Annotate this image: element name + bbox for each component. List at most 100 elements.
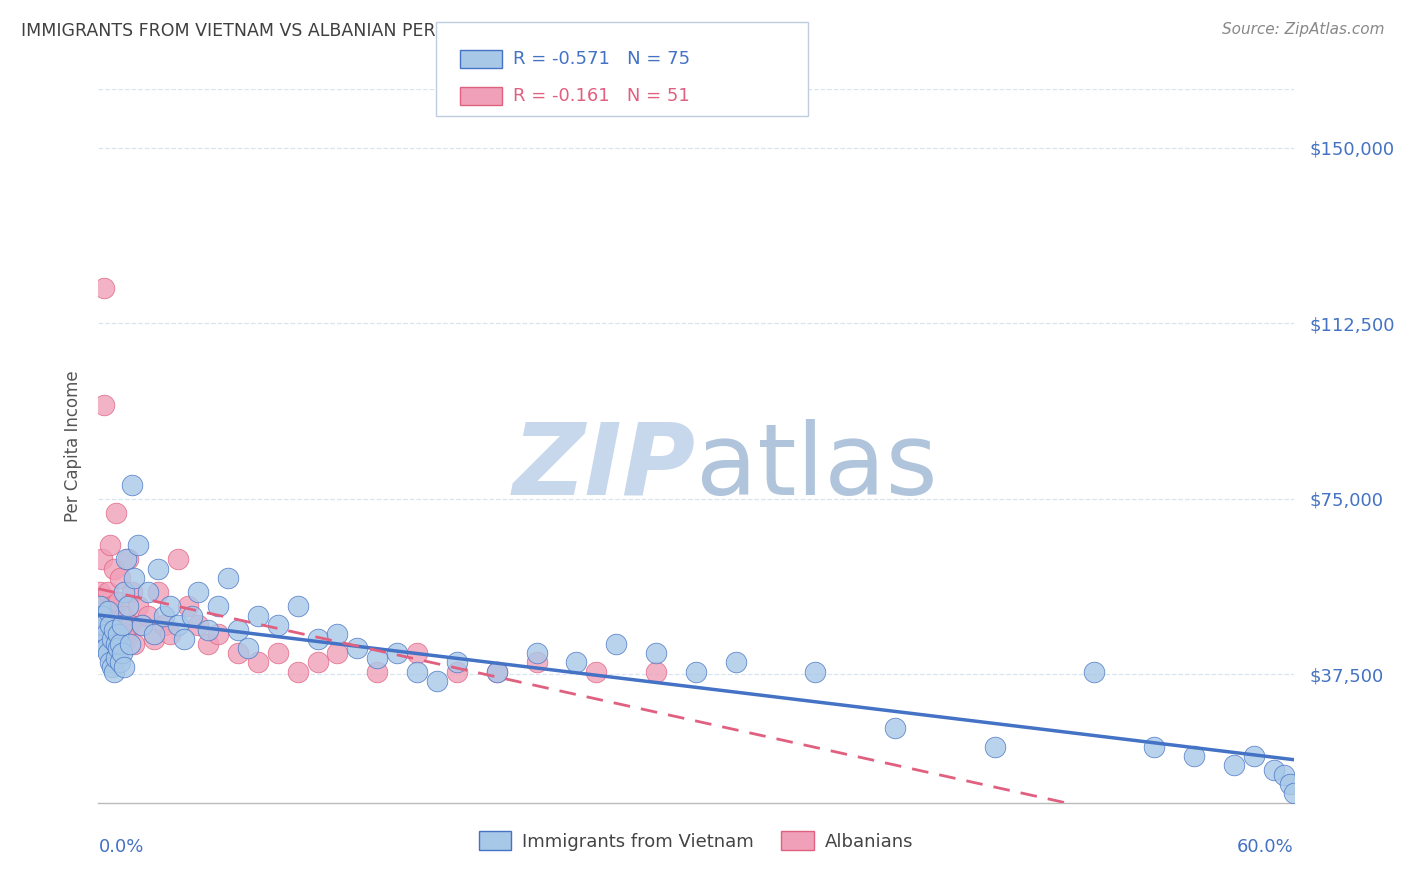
Point (97, 632, 120, 646)
Point (91, 552, 114, 566)
Text: atlas: atlas (696, 419, 938, 516)
Point (91, 608, 114, 623)
Point (103, 562, 125, 576)
Point (159, 599, 181, 614)
Point (117, 552, 139, 566)
Point (89, 618, 111, 632)
Point (246, 608, 269, 623)
Point (111, 618, 134, 632)
Point (1143, 739, 1166, 754)
Point (101, 632, 124, 646)
Point (111, 646, 134, 660)
Point (287, 599, 309, 614)
Point (148, 562, 170, 576)
Point (97, 646, 120, 660)
Point (127, 538, 149, 552)
Point (103, 618, 125, 632)
Point (93, 618, 115, 632)
Point (585, 665, 607, 679)
Point (326, 646, 349, 660)
Point (406, 646, 429, 660)
Point (136, 608, 159, 623)
Point (167, 552, 190, 566)
Point (177, 599, 200, 614)
Point (605, 637, 627, 651)
Point (105, 506, 128, 520)
Point (103, 623, 125, 637)
Point (197, 637, 219, 651)
Point (446, 665, 468, 679)
Point (267, 618, 290, 632)
Point (127, 599, 149, 614)
Text: 60.0%: 60.0% (1237, 838, 1294, 856)
Point (207, 599, 229, 614)
Point (101, 660, 124, 674)
Point (685, 665, 707, 679)
Point (131, 618, 153, 632)
Point (110, 571, 132, 585)
Point (96, 641, 118, 656)
Point (107, 627, 129, 641)
Point (804, 665, 827, 679)
Point (153, 608, 176, 623)
Point (326, 627, 349, 641)
Point (101, 637, 124, 651)
Point (984, 739, 1007, 754)
Point (148, 585, 170, 599)
Point (187, 585, 209, 599)
Point (187, 618, 209, 632)
Point (267, 646, 290, 660)
Point (526, 656, 548, 670)
Point (366, 650, 388, 665)
Point (287, 665, 309, 679)
Point (110, 637, 132, 651)
Point (89, 599, 111, 614)
Point (121, 585, 143, 599)
Point (97, 585, 120, 599)
Point (565, 656, 588, 670)
Point (89, 585, 111, 599)
Point (1282, 787, 1305, 801)
Point (124, 637, 146, 651)
Point (98, 656, 122, 670)
Point (346, 641, 368, 656)
Point (93, 281, 115, 295)
Text: IMMIGRANTS FROM VIETNAM VS ALBANIAN PER CAPITA INCOME CORRELATION CHART: IMMIGRANTS FROM VIETNAM VS ALBANIAN PER … (21, 22, 772, 40)
Point (1243, 749, 1265, 764)
Point (485, 665, 508, 679)
Point (153, 618, 176, 632)
Point (307, 632, 329, 646)
Point (1278, 777, 1301, 791)
Point (485, 665, 508, 679)
Point (105, 650, 128, 665)
Point (226, 646, 249, 660)
Point (366, 665, 388, 679)
Point (526, 646, 548, 660)
Point (96, 623, 118, 637)
Point (131, 618, 153, 632)
Point (103, 665, 125, 679)
Point (645, 646, 668, 660)
Text: R = -0.161   N = 51: R = -0.161 N = 51 (513, 87, 690, 105)
Point (1182, 749, 1205, 764)
Point (96, 627, 118, 641)
Text: Source: ZipAtlas.com: Source: ZipAtlas.com (1222, 22, 1385, 37)
Point (167, 618, 190, 632)
Point (120, 618, 142, 632)
Point (446, 656, 468, 670)
Point (136, 585, 159, 599)
Point (98, 618, 122, 632)
Point (120, 637, 142, 651)
Point (226, 623, 249, 637)
Point (246, 656, 269, 670)
Point (217, 571, 239, 585)
Point (112, 585, 135, 599)
Point (197, 623, 219, 637)
Legend: Immigrants from Vietnam, Albanians: Immigrants from Vietnam, Albanians (472, 824, 920, 858)
Point (124, 571, 146, 585)
Point (115, 632, 138, 646)
Point (98, 618, 122, 632)
Point (1263, 763, 1285, 777)
Point (1223, 758, 1246, 772)
Point (884, 721, 907, 735)
